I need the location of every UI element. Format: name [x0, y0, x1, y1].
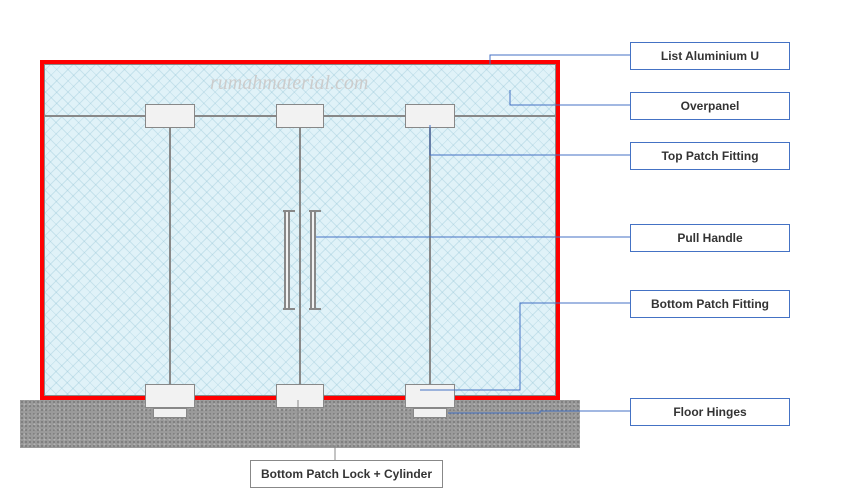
floor-hinge-left — [153, 408, 187, 418]
top-patch-fitting-center — [276, 104, 324, 128]
label-aluminium: List Aluminium U — [630, 42, 790, 70]
label-bottom-patch: Bottom Patch Fitting — [630, 290, 790, 318]
watermark: rumahmaterial.com — [210, 72, 368, 95]
bottom-patch-fitting-left — [145, 384, 195, 408]
top-patch-fitting-left — [145, 104, 195, 128]
top-patch-fitting-right — [405, 104, 455, 128]
bottom-patch-fitting-right — [405, 384, 455, 408]
label-overpanel: Overpanel — [630, 92, 790, 120]
label-floor-hinges: Floor Hinges — [630, 398, 790, 426]
side-panel-right — [430, 116, 556, 396]
door-right — [300, 116, 430, 396]
pull-handle-left — [284, 210, 290, 310]
door-left — [170, 116, 300, 396]
floor-hinge-right — [413, 408, 447, 418]
label-bottom-lock: Bottom Patch Lock + Cylinder — [250, 460, 443, 488]
side-panel-left — [44, 116, 170, 396]
pull-handle-right — [310, 210, 316, 310]
label-pull-handle: Pull Handle — [630, 224, 790, 252]
bottom-patch-lock — [276, 384, 324, 408]
label-top-patch: Top Patch Fitting — [630, 142, 790, 170]
